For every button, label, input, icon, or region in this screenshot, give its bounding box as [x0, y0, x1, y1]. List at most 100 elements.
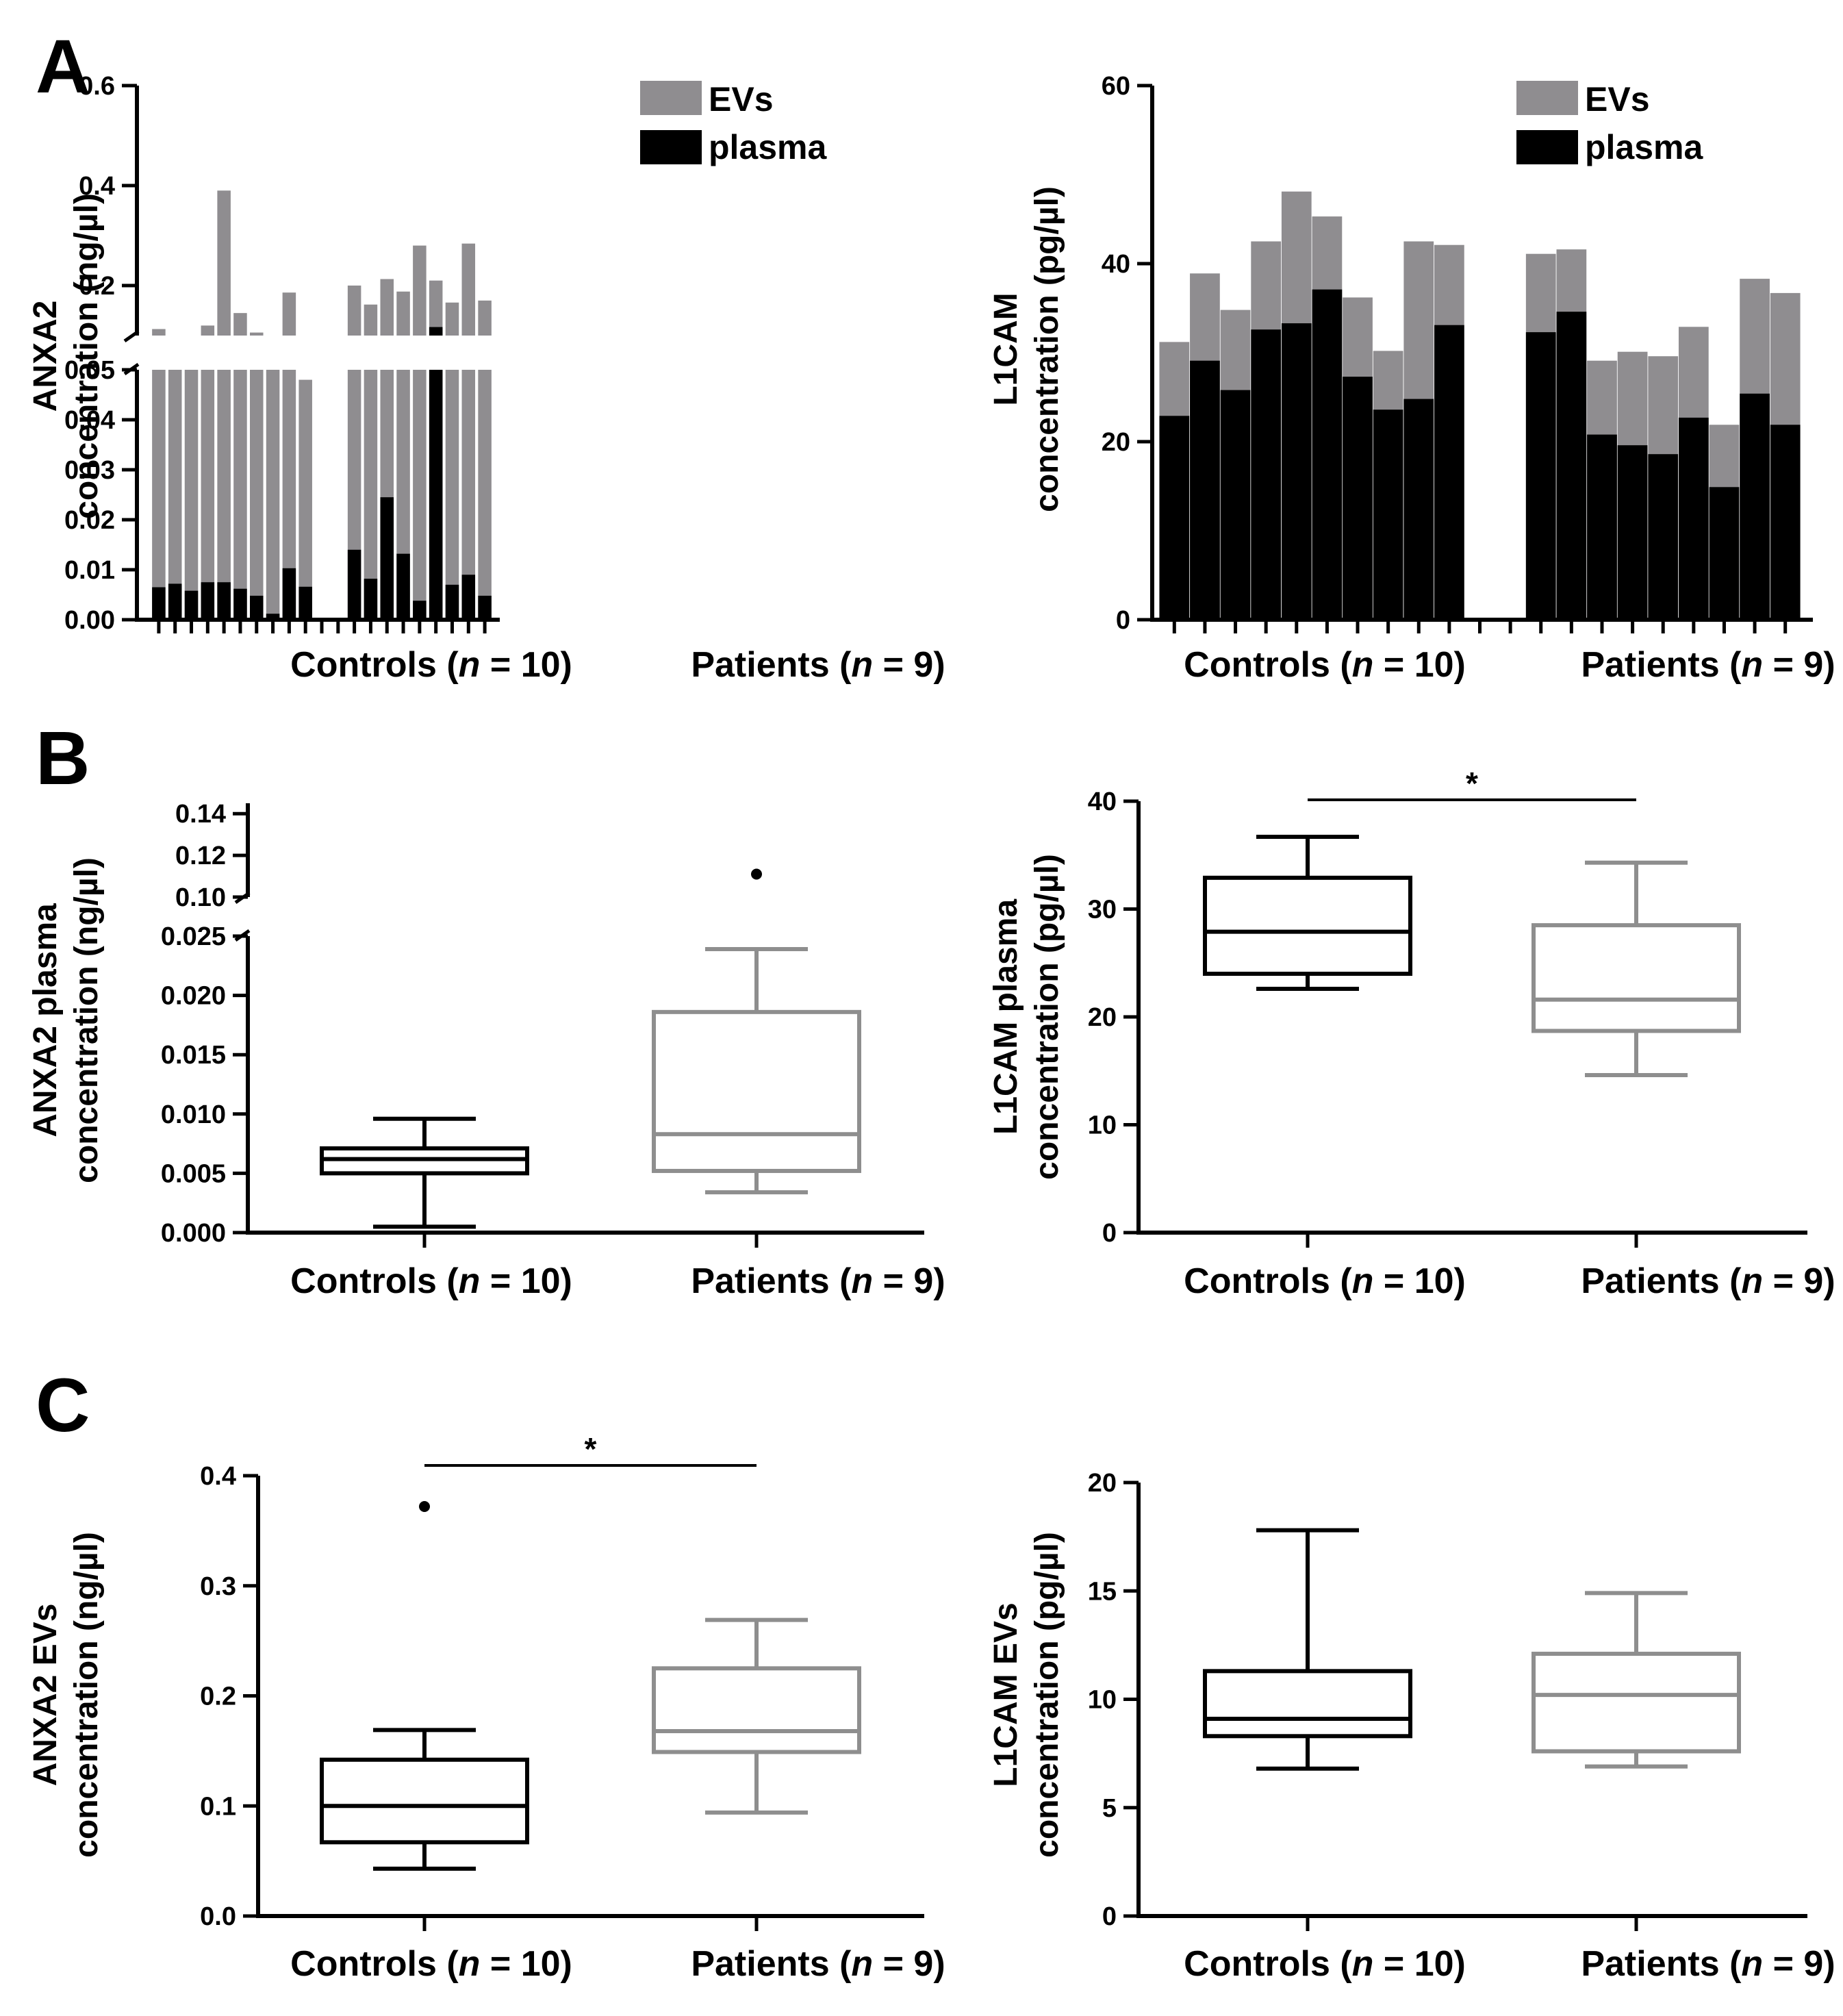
y-axis-label: concentration (ng/µl) — [68, 857, 105, 1183]
bar-plasma — [1159, 416, 1190, 620]
bar-evs-lower — [184, 370, 199, 620]
y-tick-label: 0.2 — [79, 272, 115, 301]
y-tick-label: 0.02 — [64, 506, 115, 535]
y-axis-label: L1CAM plasma — [988, 899, 1024, 1135]
bar-plasma — [380, 497, 394, 620]
y-tick-label: 0 — [1116, 606, 1130, 635]
box-iqr — [652, 1009, 861, 1173]
bar-plasma — [233, 588, 247, 620]
box-iqr — [320, 1757, 529, 1845]
bar-evs-lower — [217, 370, 231, 620]
y-tick-label: 0.015 — [161, 1041, 226, 1070]
panel-label-b: B — [36, 716, 90, 801]
bar-plasma — [282, 568, 296, 620]
outlier-point — [419, 1501, 430, 1513]
y-axis-label: L1CAM EVs — [988, 1602, 1024, 1787]
bar-plasma — [1403, 399, 1434, 620]
bar-evs-lower — [413, 370, 427, 620]
y-axis-label: ANXA2 plasma — [27, 903, 64, 1137]
y-tick-label: 20 — [1102, 428, 1130, 457]
y-tick-label: 15 — [1088, 1577, 1117, 1606]
bar-plasma — [298, 586, 312, 620]
axis-break-mark — [234, 891, 251, 905]
y-tick-label: 0 — [1102, 1219, 1117, 1248]
bar-plasma — [347, 549, 361, 620]
patients-group-label: Patients (n = 9) — [691, 1944, 945, 1984]
y-tick-label: 0.2 — [200, 1683, 236, 1711]
bar-plasma — [445, 584, 459, 620]
y-axis-label: ANXA2 EVs — [27, 1604, 64, 1787]
legend-label-evs: EVs — [1585, 80, 1650, 118]
y-tick-label: 0.12 — [175, 842, 226, 870]
bar-evs-lower — [168, 370, 182, 620]
controls-group-label: Controls (n = 10) — [1184, 645, 1466, 685]
controls-group-label: Controls (n = 10) — [290, 1261, 572, 1301]
bar-plasma — [1434, 325, 1464, 620]
y-tick-label: 60 — [1102, 72, 1130, 101]
y-tick-label: 0.025 — [161, 922, 226, 951]
panel-label-a: A — [36, 25, 90, 109]
bar-plasma — [461, 575, 476, 620]
y-axis-label: concentration (pg/µl) — [1029, 1532, 1065, 1858]
legend-label-evs: EVs — [709, 80, 774, 118]
bar-plasma — [1740, 393, 1770, 620]
chart-anxa2-bar: 0.00 0.01 0.02 0.03 0.04 0.05 0.2 0.4 0.6 EVs plas… — [27, 72, 945, 685]
bar-evs-upper — [445, 302, 459, 336]
bar-evs-upper — [201, 325, 215, 336]
axis-break-mark — [123, 362, 140, 376]
chart-anxa2-evs-box: 0.0 0.1 0.2 0.3 0.4 * ANXA2 EVs concentration (… — [27, 1431, 945, 1984]
bar-evs-upper — [396, 291, 410, 336]
bar-evs-upper — [380, 279, 394, 336]
bar-plasma — [1556, 312, 1587, 620]
axis-break-mark — [234, 929, 251, 942]
y-tick-label: 40 — [1102, 250, 1130, 279]
y-tick-label: 0.1 — [200, 1792, 236, 1821]
bar-plasma — [152, 587, 166, 620]
y-tick-label: 0.4 — [200, 1462, 236, 1491]
bar-evs-upper — [413, 245, 427, 336]
outlier-point — [751, 868, 762, 880]
bar-evs-upper — [282, 292, 296, 336]
controls-group-label: Controls (n = 10) — [290, 645, 572, 685]
bar-plasma — [396, 553, 410, 620]
bar-plasma — [1525, 332, 1556, 620]
patients-group-label: Patients (n = 9) — [1581, 645, 1835, 685]
y-tick-label: 40 — [1088, 788, 1117, 816]
bar-plasma — [168, 583, 182, 620]
bar-evs-upper — [347, 286, 361, 336]
bar-evs-upper — [250, 332, 264, 336]
patients-group-label: Patients (n = 9) — [691, 645, 945, 685]
y-tick-label: 0.4 — [79, 172, 115, 201]
y-tick-label: 0.05 — [64, 356, 115, 385]
y-axis-label: concentration (ng/µl) — [68, 193, 105, 519]
bar-evs-lower — [478, 370, 492, 620]
bar-plasma — [364, 579, 378, 620]
y-tick-label: 0 — [1102, 1902, 1117, 1931]
y-tick-label: 10 — [1088, 1686, 1117, 1715]
panel-label-c: C — [36, 1363, 90, 1448]
y-tick-label: 0.00 — [64, 606, 115, 635]
bar-plasma — [478, 595, 492, 620]
patients-group-label: Patients (n = 9) — [691, 1261, 945, 1301]
bar-plasma-lower — [429, 370, 443, 620]
bar-evs-lower — [364, 370, 378, 620]
bar-plasma — [266, 614, 280, 620]
bar-evs-lower — [233, 370, 247, 620]
bar-evs-lower — [266, 370, 280, 620]
legend-swatch-evs — [1516, 81, 1578, 115]
y-axis-label: concentration (pg/µl) — [1029, 854, 1065, 1180]
bar-plasma — [1343, 377, 1373, 620]
bar-plasma — [1617, 445, 1648, 620]
bar-plasma — [413, 601, 427, 620]
bar-evs-upper — [461, 243, 476, 336]
bar-evs-upper — [233, 313, 247, 336]
bar-plasma — [1220, 390, 1251, 620]
significance-star: * — [585, 1431, 597, 1467]
y-tick-label: 0.010 — [161, 1100, 226, 1129]
controls-group-label: Controls (n = 10) — [1184, 1944, 1466, 1984]
bar-evs — [298, 379, 312, 620]
y-tick-label: 20 — [1088, 1003, 1117, 1032]
bar-plasma — [1251, 329, 1282, 620]
bar-evs-upper — [217, 190, 231, 336]
